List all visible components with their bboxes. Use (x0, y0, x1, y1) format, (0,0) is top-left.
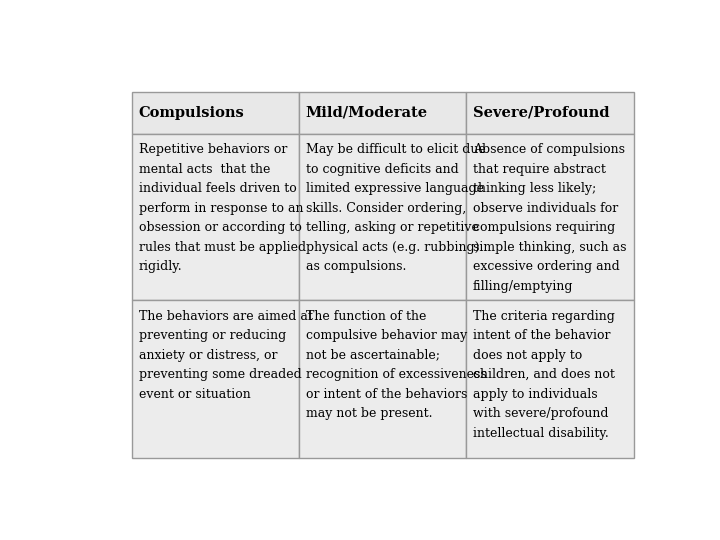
Bar (132, 92, 299, 134)
Bar (467, 92, 634, 134)
Bar (132, 134, 299, 300)
Bar (132, 300, 299, 458)
Text: The criteria regarding
intent of the behavior
does not apply to
children, and do: The criteria regarding intent of the beh… (473, 309, 615, 440)
Text: The function of the
compulsive behavior may
not be ascertainable;
recognition of: The function of the compulsive behavior … (306, 309, 487, 420)
Bar (299, 92, 467, 134)
Text: Repetitive behaviors or
mental acts  that the
individual feels driven to
perform: Repetitive behaviors or mental acts that… (138, 143, 306, 273)
Bar (299, 300, 467, 458)
Bar (467, 300, 634, 458)
Bar (299, 134, 467, 300)
Text: Compulsions: Compulsions (138, 106, 244, 120)
Text: May be difficult to elicit due
to cognitive deficits and
limited expressive lang: May be difficult to elicit due to cognit… (306, 143, 485, 273)
Text: Absence of compulsions
that require abstract
thinking less likely;
observe indiv: Absence of compulsions that require abst… (473, 143, 626, 293)
Text: Mild/Moderate: Mild/Moderate (306, 106, 428, 120)
Text: Severe/Profound: Severe/Profound (473, 106, 610, 120)
Bar (467, 134, 634, 300)
Text: The behaviors are aimed at
preventing or reducing
anxiety or distress, or
preven: The behaviors are aimed at preventing or… (138, 309, 312, 401)
